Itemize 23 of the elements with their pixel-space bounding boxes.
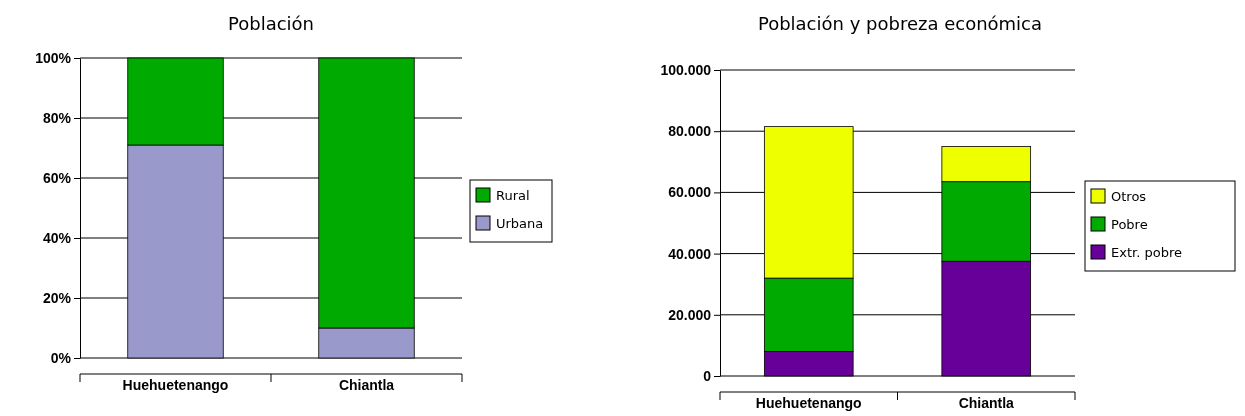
- legend-label: Otros: [1111, 189, 1147, 204]
- y-tick-label: 80%: [42, 109, 72, 126]
- y-tick-label: 0: [703, 367, 712, 384]
- y-tick-label: 80.000: [668, 123, 712, 140]
- legend-label: Rural: [496, 188, 530, 203]
- legend-label: Urbana: [496, 216, 544, 231]
- y-tick-label: 100%: [35, 49, 72, 66]
- x-tick-label: Chiantla: [958, 394, 1015, 411]
- y-tick-label: 40%: [42, 229, 72, 246]
- chart-title: Población: [227, 13, 315, 34]
- y-tick-label: 0%: [50, 349, 72, 366]
- x-tick-label: Huehuetenango: [122, 376, 229, 393]
- x-tick-label: Huehuetenango: [755, 394, 862, 411]
- y-tick-label: 20%: [42, 289, 72, 306]
- y-tick-label: 40.000: [668, 245, 712, 262]
- legend-label: Extr. pobre: [1111, 245, 1182, 260]
- y-tick-label: 20.000: [668, 306, 712, 323]
- x-tick-label: Chiantla: [338, 376, 395, 393]
- chart-title: Población y pobreza económica: [757, 13, 1043, 34]
- y-tick-label: 60.000: [668, 184, 712, 201]
- y-tick-label: 60%: [42, 169, 72, 186]
- y-tick-label: 100.000: [660, 61, 712, 78]
- legend-label: Pobre: [1111, 217, 1148, 232]
